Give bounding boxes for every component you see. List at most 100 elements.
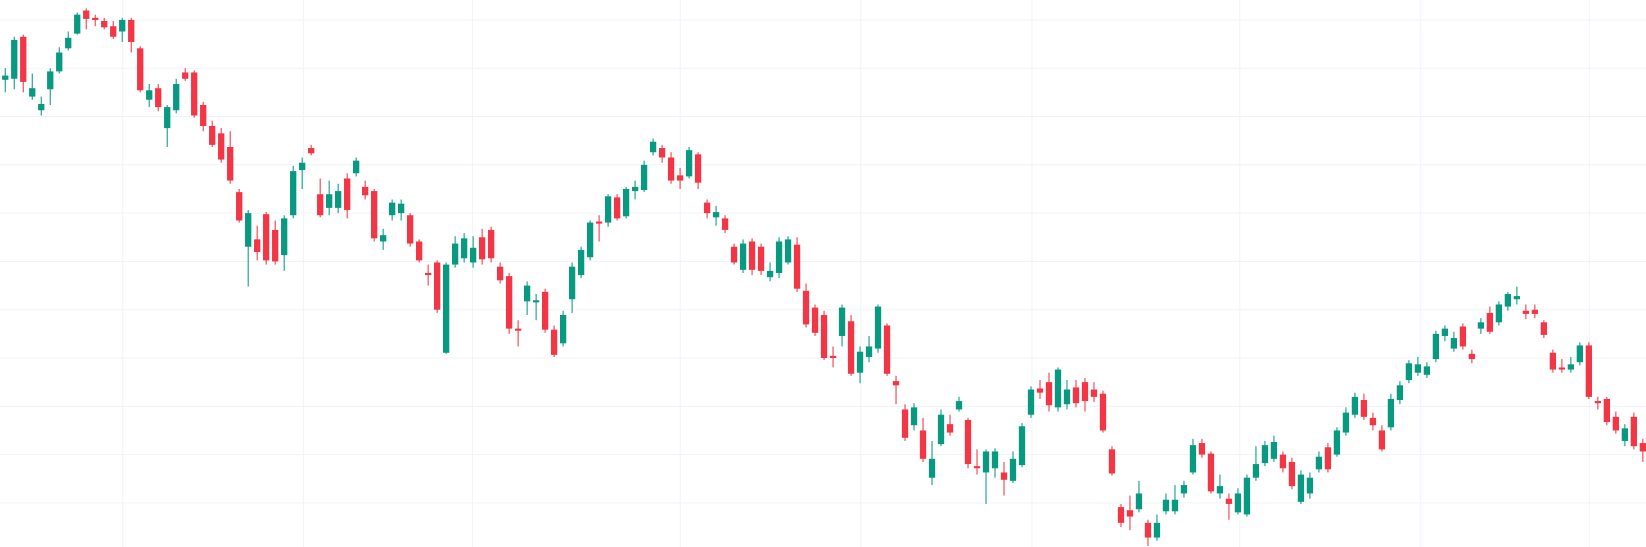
candle-body bbox=[955, 401, 963, 410]
candle-body bbox=[1531, 309, 1539, 314]
candle-body bbox=[496, 266, 504, 281]
candle-body bbox=[1162, 499, 1170, 512]
candle-body bbox=[730, 246, 738, 263]
candle-body bbox=[802, 290, 810, 325]
candle-body bbox=[559, 314, 567, 344]
candle-body bbox=[712, 212, 720, 218]
candle-body bbox=[1432, 333, 1440, 360]
candle-body bbox=[865, 346, 873, 357]
candle-body bbox=[218, 133, 225, 160]
candle-body bbox=[694, 154, 702, 183]
candle-body bbox=[1135, 493, 1143, 510]
candle-body bbox=[685, 150, 693, 177]
candle-body bbox=[119, 19, 126, 32]
candle-body bbox=[1063, 389, 1071, 405]
candle-body bbox=[505, 276, 513, 329]
candle-body bbox=[892, 381, 900, 386]
candle-body bbox=[514, 328, 522, 331]
candle-body bbox=[1585, 345, 1593, 397]
candle-body bbox=[622, 188, 630, 217]
candle-body bbox=[991, 451, 999, 469]
candle-body bbox=[424, 272, 432, 276]
candle-body bbox=[433, 262, 441, 310]
candle-body bbox=[721, 218, 729, 230]
candle-body bbox=[1306, 477, 1314, 494]
candle-body bbox=[101, 20, 108, 28]
candle-body bbox=[20, 36, 27, 82]
candle-body bbox=[1549, 352, 1557, 370]
candle-body bbox=[137, 48, 144, 91]
vertical-grid bbox=[122, 0, 1590, 547]
candle-body bbox=[1243, 477, 1251, 515]
candle-body bbox=[820, 314, 828, 359]
candle-body bbox=[1423, 366, 1431, 375]
candle-body bbox=[1630, 416, 1638, 447]
candle-body bbox=[1288, 461, 1296, 487]
candle-body bbox=[1378, 430, 1386, 450]
candle-body bbox=[1468, 353, 1476, 360]
candle-body bbox=[1180, 485, 1188, 494]
candle-body bbox=[703, 202, 711, 214]
candle-body bbox=[398, 203, 405, 214]
candle-body bbox=[1396, 385, 1404, 401]
candle-body bbox=[604, 196, 612, 223]
candle-body bbox=[1261, 445, 1269, 464]
candle-body bbox=[1513, 296, 1521, 300]
candle-body bbox=[982, 451, 990, 473]
candle-body bbox=[523, 285, 531, 302]
candle-body bbox=[847, 321, 855, 374]
candle-body bbox=[1360, 400, 1368, 417]
candle-body bbox=[613, 197, 621, 219]
candle-body bbox=[299, 162, 306, 171]
candle-body bbox=[92, 17, 99, 20]
candle-body bbox=[1279, 454, 1287, 469]
candle-body bbox=[748, 241, 756, 270]
candle-body bbox=[937, 414, 945, 445]
candle-body bbox=[2, 75, 9, 80]
candle-body bbox=[1054, 369, 1062, 408]
candle-body bbox=[442, 264, 450, 353]
candle-body bbox=[1576, 345, 1584, 363]
candle-body bbox=[1189, 445, 1197, 473]
candle-body bbox=[1027, 389, 1035, 415]
candle-body bbox=[209, 125, 216, 145]
candle-body bbox=[595, 221, 603, 224]
candle-body bbox=[1621, 428, 1629, 441]
candle-body bbox=[541, 291, 549, 330]
candle-body bbox=[1270, 442, 1278, 459]
candle-body bbox=[784, 239, 792, 263]
candle-body bbox=[1153, 522, 1161, 538]
candle-body bbox=[326, 194, 333, 208]
candle-body bbox=[658, 148, 666, 158]
candle-body bbox=[532, 300, 540, 303]
candle-body bbox=[56, 52, 63, 72]
candle-body bbox=[856, 351, 864, 373]
candle-body bbox=[631, 186, 639, 192]
candle-body bbox=[227, 146, 234, 181]
candle-body bbox=[74, 14, 81, 34]
candle-body bbox=[29, 88, 36, 97]
candle-body bbox=[245, 213, 252, 247]
candle-body bbox=[901, 409, 909, 438]
candle-body bbox=[1036, 388, 1044, 393]
candle-body bbox=[362, 186, 369, 196]
candle-body bbox=[910, 407, 918, 426]
candle-body bbox=[919, 430, 927, 459]
candle-body bbox=[1540, 322, 1548, 335]
candle-body bbox=[290, 171, 297, 216]
candle-body bbox=[460, 238, 468, 259]
candle-body bbox=[1117, 507, 1125, 523]
candle-body bbox=[1171, 499, 1179, 512]
candle-body bbox=[838, 307, 846, 336]
candle-body bbox=[1099, 393, 1107, 431]
candle-body bbox=[1333, 430, 1341, 455]
candle-body bbox=[883, 325, 891, 374]
candle-body bbox=[146, 90, 153, 100]
candle-body bbox=[568, 266, 576, 300]
candle-body bbox=[586, 222, 594, 258]
candle-body bbox=[317, 194, 324, 216]
candle-body bbox=[1126, 510, 1134, 517]
candle-body bbox=[973, 466, 981, 469]
